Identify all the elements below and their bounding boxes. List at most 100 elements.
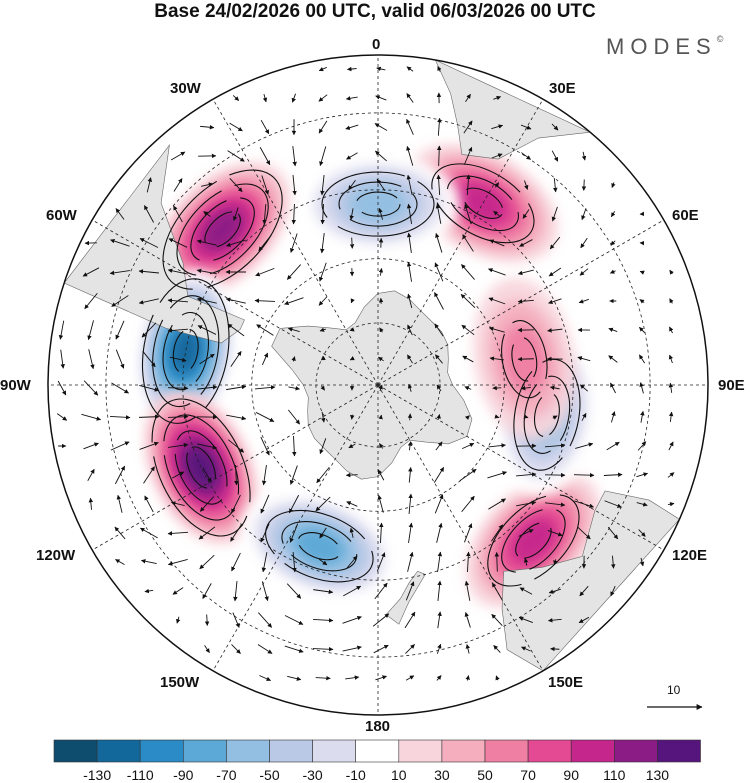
wind-vector	[231, 644, 241, 654]
wind-vector	[553, 559, 558, 566]
wind-vector	[579, 268, 589, 276]
wind-vector	[379, 327, 384, 333]
colorbar-tick-label: 50	[477, 767, 493, 783]
colorbar-swatch	[527, 739, 572, 763]
wind-vector	[464, 386, 472, 391]
wind-vector	[260, 523, 270, 543]
wind-vector	[289, 233, 298, 253]
wind-vector	[581, 412, 587, 421]
wind-vector	[321, 411, 326, 423]
wind-vector	[87, 320, 94, 341]
wind-vector	[577, 526, 591, 540]
wind-vector	[607, 526, 619, 540]
wind-vector	[406, 66, 414, 72]
wind-vector	[196, 268, 217, 275]
wind-vector	[315, 675, 331, 681]
wind-vector	[81, 413, 102, 421]
wind-vector	[378, 267, 384, 276]
wind-vector	[346, 66, 357, 72]
wind-vector	[320, 356, 326, 361]
wind-vector	[406, 93, 414, 103]
wind-vector	[549, 385, 560, 391]
wind-vector	[83, 380, 99, 396]
wind-vector	[434, 494, 444, 514]
wind-vector	[548, 298, 562, 305]
wind-vector	[225, 297, 246, 304]
wind-vector	[288, 494, 300, 514]
wind-vector	[436, 145, 442, 167]
wind-vector	[170, 501, 185, 506]
wind-vector	[350, 414, 355, 420]
wind-vector	[437, 117, 442, 136]
wind-vector	[167, 328, 189, 333]
meridian-line	[212, 384, 379, 671]
wind-vector	[465, 93, 471, 102]
wind-vector	[667, 501, 675, 507]
wind-vector	[259, 147, 271, 166]
wind-vector	[461, 264, 475, 280]
wind-vector	[139, 385, 160, 392]
wind-vector	[138, 414, 160, 420]
wind-vector	[262, 203, 267, 225]
wind-vector	[547, 618, 562, 623]
chart-title: Base 24/02/2026 00 UTC, valid 06/03/2026…	[154, 1, 596, 22]
streamline	[533, 392, 560, 438]
wind-vector	[488, 498, 506, 510]
wind-vector	[116, 494, 123, 513]
wind-vector	[408, 493, 413, 514]
map-border	[47, 54, 709, 716]
wind-vector	[488, 297, 506, 305]
wind-vector	[436, 384, 442, 392]
lon-label-0: 0	[372, 36, 381, 53]
wind-vector	[575, 442, 594, 449]
wind-vector	[669, 298, 674, 304]
wind-vector	[434, 323, 444, 337]
wind-vector	[405, 581, 415, 601]
wind-vectors	[56, 65, 675, 681]
wind-vector	[610, 555, 616, 569]
wind-vector	[604, 500, 622, 508]
streamline	[162, 169, 283, 290]
wind-vector	[461, 495, 475, 513]
wind-vector	[464, 580, 471, 601]
wind-vector	[319, 527, 327, 539]
wind-vector	[88, 497, 94, 510]
wind-vector	[491, 124, 504, 130]
wind-vector	[348, 443, 356, 449]
wind-vector	[320, 385, 325, 391]
wind-vector	[348, 179, 356, 191]
wind-vector	[111, 382, 129, 394]
colorbar-swatch	[398, 739, 443, 763]
wind-vector	[318, 94, 328, 102]
wind-vector	[287, 409, 301, 425]
wind-vector	[316, 466, 330, 484]
wind-vector	[545, 502, 566, 507]
colorbar-swatch	[355, 739, 400, 763]
wind-vector	[603, 472, 623, 477]
wind-vector	[110, 238, 130, 247]
streamlines	[141, 163, 581, 587]
lon-label-150w: 150W	[160, 674, 200, 691]
wind-vector	[200, 125, 215, 130]
lon-label-60w: 60W	[46, 207, 77, 224]
lon-label-90e: 90E	[718, 377, 745, 394]
wind-vector	[610, 382, 616, 394]
wind-vector	[465, 675, 470, 681]
streamline	[431, 163, 535, 244]
wind-vector	[406, 261, 412, 282]
wind-vector	[231, 494, 241, 514]
wind-vector	[464, 612, 471, 628]
wind-vector	[289, 465, 298, 485]
wind-vector	[261, 465, 267, 486]
brand-mark: ©	[716, 34, 724, 44]
wind-vector	[114, 526, 126, 540]
wind-vector	[291, 93, 296, 103]
wind-vector	[284, 645, 304, 653]
wind-vector	[257, 644, 273, 654]
wind-vector	[376, 178, 386, 192]
wind-vector	[349, 356, 355, 361]
wind-vector	[464, 523, 473, 543]
wind-vector	[227, 439, 245, 453]
wind-vector	[286, 264, 302, 280]
colorbar-tick-label: 90	[563, 767, 579, 783]
